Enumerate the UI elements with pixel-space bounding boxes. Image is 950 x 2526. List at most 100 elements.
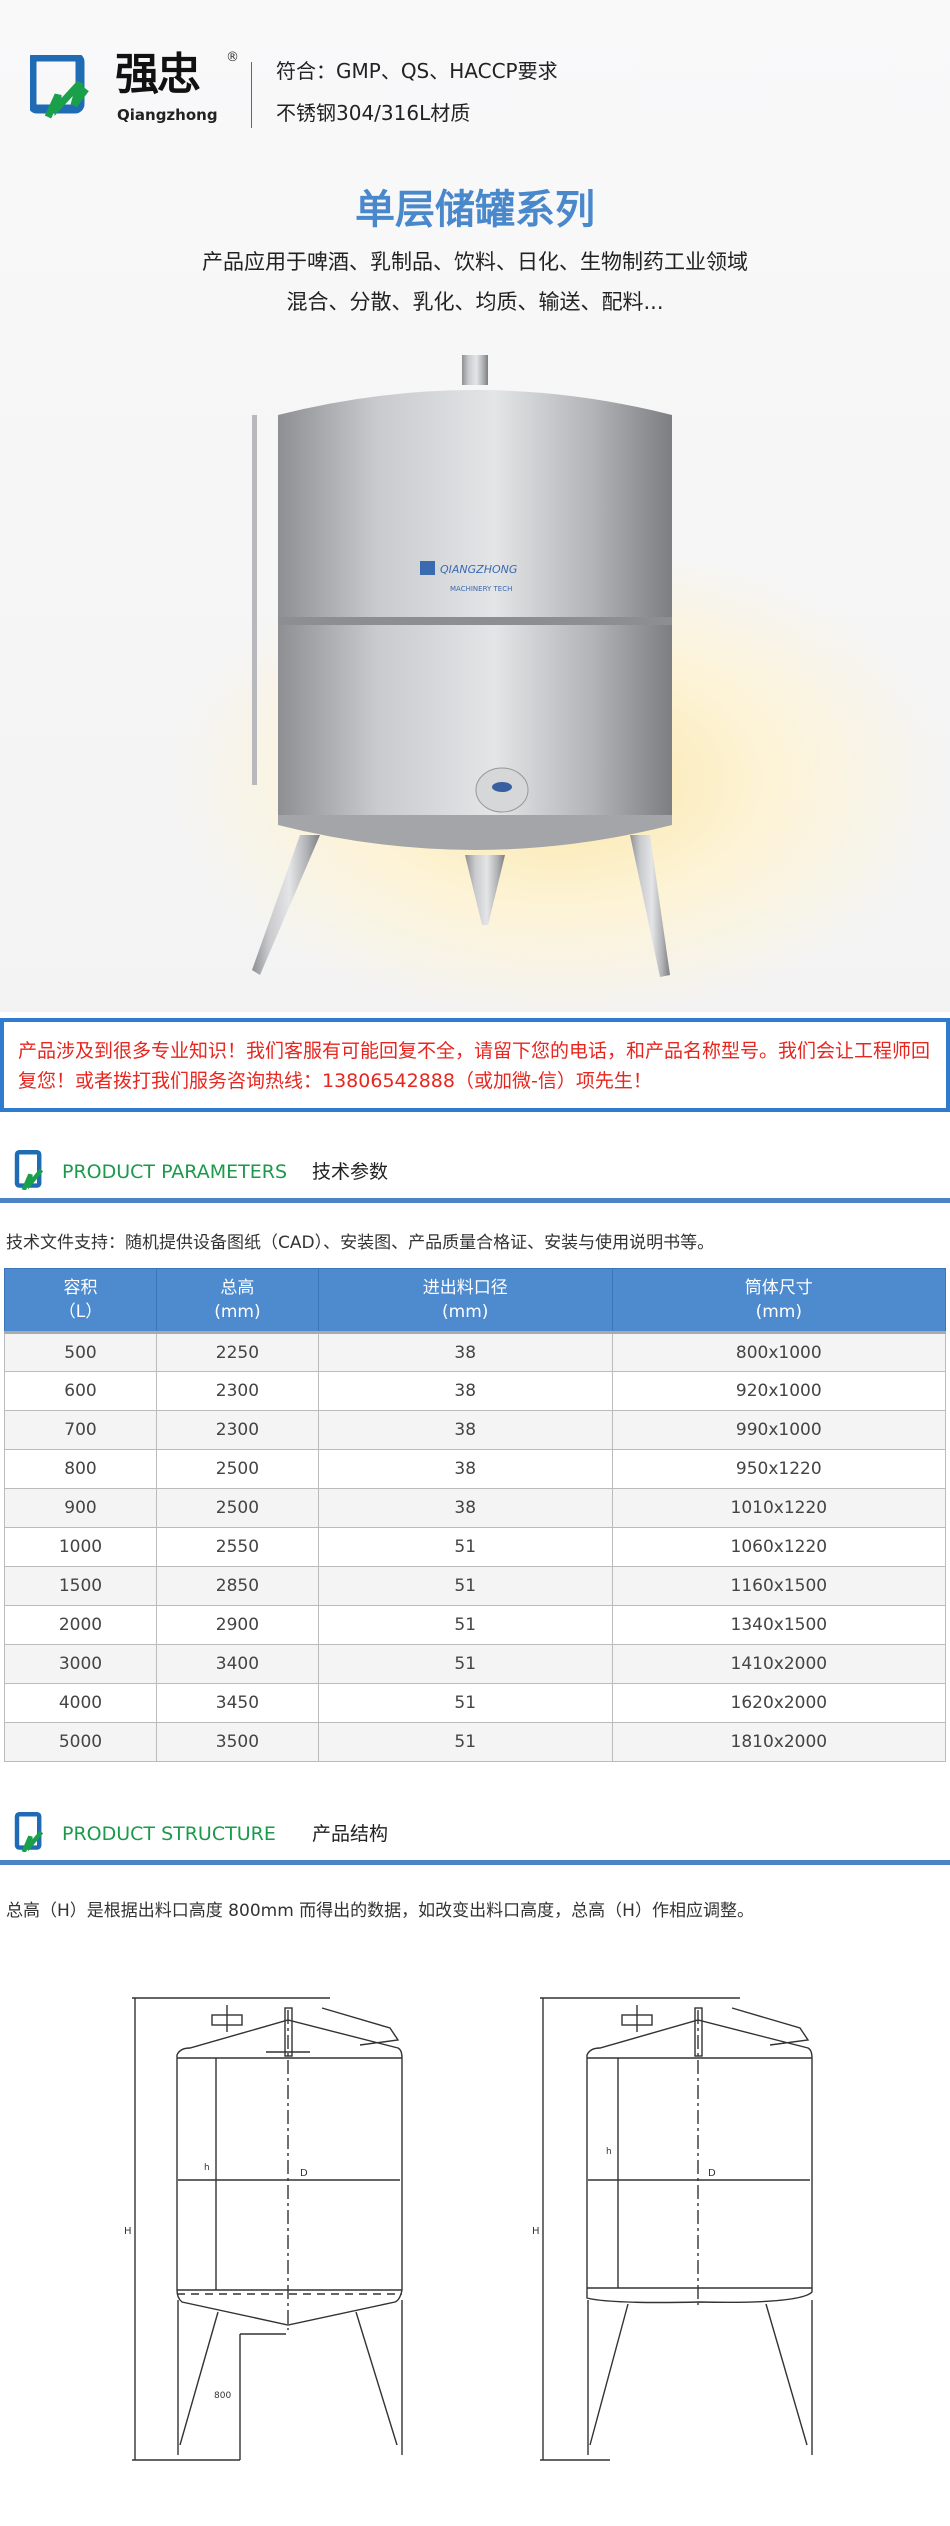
page-title: 单层储罐系列: [355, 187, 595, 233]
subtitle-line: 混合、分散、乳化、均质、输送、配料...: [286, 290, 664, 314]
table-row: 900 2500 38 1010x1220: [4, 1488, 947, 1528]
label-H: H: [124, 2226, 132, 2237]
section-title-en: PRODUCT STRUCTURE: [62, 1823, 276, 1845]
section-header-structure: PRODUCT STRUCTURE 产品结构: [0, 1812, 950, 1865]
section-title-en: PRODUCT PARAMETERS: [62, 1161, 288, 1183]
table-row: 500 2250 38 800x1000: [4, 1332, 947, 1372]
column-header: 总高 (mm): [155, 1268, 319, 1334]
label-H: H: [532, 2226, 540, 2237]
table-cell: 990x1000: [611, 1410, 947, 1450]
table-cell: 3450: [155, 1683, 319, 1723]
spec-line: 符合：GMP、QS、HACCP要求: [276, 59, 558, 83]
table-cell: 2900: [155, 1605, 319, 1645]
table-cell: 2850: [155, 1566, 319, 1606]
column-unit: (mm): [442, 1302, 489, 1322]
table-cell: 3400: [155, 1644, 319, 1684]
table-cell: 5000: [4, 1722, 157, 1762]
table-cell: 1340x1500: [611, 1605, 947, 1645]
table-cell: 2500: [155, 1488, 319, 1528]
table-cell: 1160x1500: [611, 1566, 947, 1606]
table-cell: 950x1220: [611, 1449, 947, 1489]
column-name: 容积: [63, 1278, 98, 1298]
table-row: 800 2500 38 950x1220: [4, 1449, 947, 1489]
section-title-cn: 技术参数: [312, 1161, 389, 1183]
table-row: 700 2300 38 990x1000: [4, 1410, 947, 1450]
table-cell: 900: [4, 1488, 157, 1528]
table-cell: 2500: [155, 1449, 319, 1489]
table-cell: 2300: [155, 1371, 319, 1411]
table-cell: 4000: [4, 1683, 157, 1723]
tank-plate-text: QIANGZHONG: [440, 563, 517, 576]
label-h: h: [204, 2163, 210, 2173]
tank-photo: QIANGZHONG MACHINERY TECH: [252, 355, 672, 977]
table-cell: 1000: [4, 1527, 157, 1567]
table-cell: 38: [317, 1371, 613, 1411]
column-unit: （L）: [58, 1302, 103, 1322]
table-row: 600 2300 38 920x1000: [4, 1371, 947, 1411]
column-header: 容积 （L）: [4, 1268, 157, 1334]
brand-name-en: Qiangzhong: [117, 106, 218, 124]
table-cell: 38: [317, 1488, 613, 1528]
table-cell: 2300: [155, 1410, 319, 1450]
column-unit: (mm): [755, 1302, 802, 1322]
table-cell: 38: [317, 1410, 613, 1450]
notice-box: 产品涉及到很多专业知识！我们客服有可能回复不全，请留下您的电话，和产品名称型号。…: [0, 1018, 950, 1112]
table-cell: 38: [317, 1449, 613, 1489]
table-cell: 51: [317, 1683, 613, 1723]
section-divider: [0, 1860, 950, 1865]
qiangzhong-logo-icon: [30, 55, 89, 119]
column-header: 进出料口径 (mm): [317, 1268, 613, 1334]
label-h: h: [606, 2147, 612, 2157]
table-cell: 51: [317, 1722, 613, 1762]
table-cell: 2550: [155, 1527, 319, 1567]
table-cell: 2000: [4, 1605, 157, 1645]
table-cell: 920x1000: [611, 1371, 947, 1411]
table-cell: 500: [4, 1332, 157, 1372]
section-logo-icon: [14, 1812, 44, 1852]
column-unit: (mm): [214, 1302, 261, 1322]
table-row: 4000 3450 51 1620x2000: [4, 1683, 947, 1723]
divider: [251, 62, 252, 128]
subtitle-line: 产品应用于啤酒、乳制品、饮料、日化、生物制药工业领域: [202, 250, 748, 274]
section-divider: [0, 1198, 950, 1203]
section-header-parameters: PRODUCT PARAMETERS 技术参数: [0, 1150, 950, 1203]
tank-plate-subtext: MACHINERY TECH: [450, 585, 512, 593]
table-cell: 1620x2000: [611, 1683, 947, 1723]
table-cell: 2250: [155, 1332, 319, 1372]
brand-name: 强忠: [115, 49, 201, 100]
table-row: 3000 3400 51 1410x2000: [4, 1644, 947, 1684]
structure-drawing-flat: H D h: [532, 1997, 813, 2461]
column-name: 进出料口径: [422, 1278, 508, 1298]
column-header: 筒体尺寸 (mm): [611, 1268, 947, 1334]
label-D: D: [300, 2168, 308, 2179]
table-cell: 1410x2000: [611, 1644, 947, 1684]
structure-note: 总高（H）是根据出料口高度 800mm 而得出的数据，如改变出料口高度，总高（H…: [6, 1901, 754, 1921]
table-cell: 1010x1220: [611, 1488, 947, 1528]
parameters-table: 容积 （L） 总高 (mm) 进出料口径 (mm) 筒体尺寸 (mm) 500 2250 38 80…: [4, 1268, 947, 1762]
table-cell: 700: [4, 1410, 157, 1450]
table-cell: 51: [317, 1566, 613, 1606]
label-800: 800: [214, 2391, 231, 2401]
registered-mark: ®: [226, 50, 239, 65]
table-cell: 1500: [4, 1566, 157, 1606]
table-cell: 1060x1220: [611, 1527, 947, 1567]
table-cell: 51: [317, 1527, 613, 1567]
spec-line: 不锈钢304/316L材质: [276, 101, 471, 125]
table-cell: 51: [317, 1605, 613, 1645]
table-cell: 800x1000: [611, 1332, 947, 1372]
section-logo-icon: [14, 1150, 44, 1190]
column-name: 筒体尺寸: [744, 1278, 813, 1298]
structure-drawing-conical: H D h 800: [124, 1997, 403, 2461]
table-cell: 800: [4, 1449, 157, 1489]
table-cell: 3000: [4, 1644, 157, 1684]
table-row: 1000 2550 51 1060x1220: [4, 1527, 947, 1567]
table-cell: 600: [4, 1371, 157, 1411]
parameters-description: 技术文件支持：随机提供设备图纸（CAD）、安装图、产品质量合格证、安装与使用说明…: [6, 1233, 715, 1253]
table-cell: 51: [317, 1644, 613, 1684]
table-row: 2000 2900 51 1340x1500: [4, 1605, 947, 1645]
section-title-cn: 产品结构: [312, 1823, 389, 1845]
table-cell: 3500: [155, 1722, 319, 1762]
table-row: 1500 2850 51 1160x1500: [4, 1566, 947, 1606]
table-row: 5000 3500 51 1810x2000: [4, 1722, 947, 1762]
column-name: 总高: [220, 1278, 255, 1298]
